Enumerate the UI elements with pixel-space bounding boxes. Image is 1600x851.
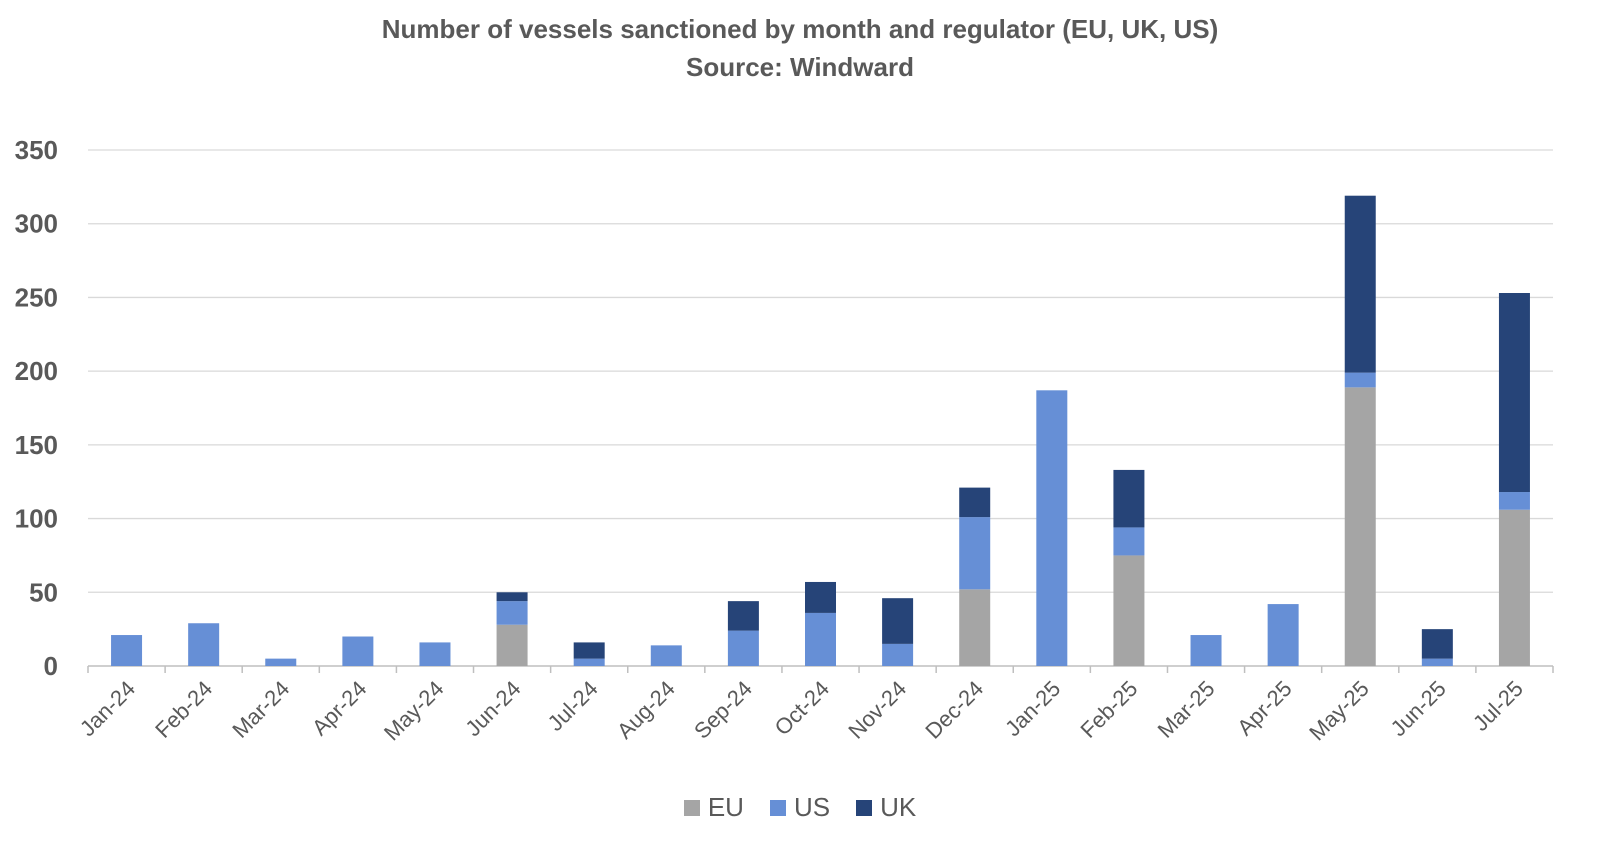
legend-label: US: [794, 792, 830, 823]
bar-eu-jul-25: [1499, 510, 1530, 666]
bar-us-jan-24: [111, 635, 142, 666]
legend-label: EU: [708, 792, 744, 823]
y-tick-label: 350: [15, 135, 58, 165]
x-tick-label: Sep-24: [689, 676, 757, 744]
bar-uk-nov-24: [882, 598, 913, 644]
x-tick-label: Nov-24: [843, 676, 911, 744]
x-tick-label: May-24: [379, 676, 449, 746]
bar-uk-jun-24: [497, 592, 528, 601]
bar-uk-feb-25: [1113, 470, 1144, 527]
x-tick-label: Jan-24: [75, 676, 140, 741]
legend-label: UK: [880, 792, 916, 823]
y-tick-label: 150: [15, 430, 58, 460]
x-tick-label: May-25: [1304, 676, 1374, 746]
bar-us-oct-24: [805, 613, 836, 666]
bar-us-jun-25: [1422, 659, 1453, 666]
bar-us-mar-25: [1191, 635, 1222, 666]
bar-eu-jun-24: [497, 625, 528, 666]
bar-us-jul-25: [1499, 492, 1530, 510]
bar-uk-dec-24: [959, 488, 990, 517]
bar-eu-dec-24: [959, 589, 990, 666]
legend-item-us: US: [770, 792, 830, 823]
bar-uk-may-25: [1345, 196, 1376, 373]
x-tick-label: Apr-25: [1232, 676, 1296, 740]
bar-uk-sep-24: [728, 601, 759, 630]
bar-uk-jul-25: [1499, 293, 1530, 492]
bar-us-nov-24: [882, 644, 913, 666]
bar-uk-oct-24: [805, 582, 836, 613]
y-tick-label: 100: [15, 504, 58, 534]
y-tick-label: 0: [44, 651, 58, 681]
bar-us-feb-25: [1113, 527, 1144, 555]
x-tick-label: Aug-24: [612, 676, 680, 744]
plot-area: 050100150200250300350Jan-24 Feb-24 Mar-24 A…: [0, 0, 1600, 851]
x-tick-label: Apr-24: [307, 676, 371, 740]
x-tick-label: Jan-25: [1000, 676, 1065, 741]
x-tick-label: Feb-25: [1075, 676, 1142, 743]
y-tick-label: 250: [15, 282, 58, 312]
bar-us-jan-25: [1036, 390, 1067, 666]
x-tick-label: Jun-24: [460, 676, 525, 741]
legend: EU US UK: [0, 792, 1600, 823]
x-tick-label: Oct-24: [770, 676, 834, 740]
legend-item-uk: UK: [856, 792, 916, 823]
x-tick-label: Dec-24: [920, 676, 988, 744]
x-tick-label: Jun-25: [1386, 676, 1451, 741]
x-tick-label: Jul-24: [543, 676, 603, 736]
legend-swatch: [856, 800, 872, 816]
x-tick-label: Jul-25: [1468, 676, 1528, 736]
bar-eu-feb-25: [1113, 555, 1144, 666]
bar-us-feb-24: [188, 623, 219, 666]
legend-swatch: [770, 800, 786, 816]
bar-us-aug-24: [651, 645, 682, 666]
bar-us-jul-24: [574, 659, 605, 666]
y-tick-label: 50: [29, 577, 58, 607]
bar-us-dec-24: [959, 517, 990, 589]
bar-us-apr-25: [1268, 604, 1299, 666]
chart: Number of vessels sanctioned by month an…: [0, 0, 1600, 851]
bar-us-mar-24: [265, 659, 296, 666]
bar-uk-jul-24: [574, 642, 605, 658]
bar-us-may-25: [1345, 373, 1376, 388]
bar-uk-jun-25: [1422, 629, 1453, 658]
bar-us-jun-24: [497, 601, 528, 625]
legend-swatch: [684, 800, 700, 816]
legend-item-eu: EU: [684, 792, 744, 823]
x-tick-label: Feb-24: [150, 676, 217, 743]
x-tick-label: Mar-24: [227, 676, 294, 743]
y-tick-label: 200: [15, 356, 58, 386]
x-tick-label: Mar-25: [1153, 676, 1220, 743]
bar-eu-may-25: [1345, 387, 1376, 666]
bar-us-sep-24: [728, 631, 759, 666]
bar-us-apr-24: [342, 637, 373, 666]
y-tick-label: 300: [15, 209, 58, 239]
bar-us-may-24: [419, 642, 450, 666]
